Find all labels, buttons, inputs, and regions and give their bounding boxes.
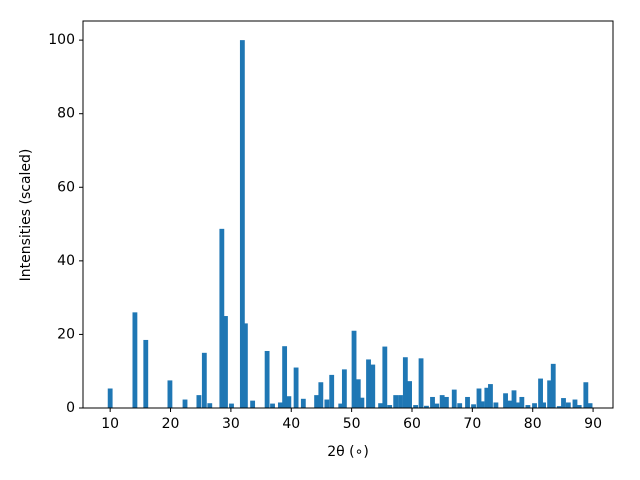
y-tick-label: 100 <box>48 32 75 48</box>
x-tick-label: 10 <box>101 416 119 432</box>
x-tick-label: 50 <box>343 416 361 432</box>
bar <box>565 402 571 408</box>
bar <box>519 396 525 408</box>
bar <box>532 403 537 408</box>
bar <box>229 403 234 408</box>
bar <box>132 312 138 408</box>
bar <box>479 401 485 408</box>
bar <box>439 395 445 408</box>
bar <box>250 400 256 408</box>
x-tick-label: 70 <box>463 416 481 432</box>
bar <box>355 379 361 408</box>
y-tick-label: 40 <box>57 253 75 269</box>
bar <box>443 396 449 408</box>
bar <box>351 330 357 408</box>
bar <box>107 388 113 408</box>
bar <box>370 364 376 408</box>
bar <box>196 395 202 408</box>
x-tick-label: 80 <box>524 416 542 432</box>
x-tick-label: 30 <box>222 416 240 432</box>
x-tick-label: 40 <box>282 416 300 432</box>
bar <box>329 374 335 408</box>
bar <box>538 378 543 408</box>
bar <box>488 384 493 408</box>
bar <box>293 367 299 408</box>
bar <box>547 380 553 408</box>
bar <box>219 228 225 408</box>
bar <box>576 405 582 408</box>
bar <box>167 380 173 408</box>
bar <box>378 403 384 408</box>
bar <box>493 402 499 408</box>
bar <box>424 405 429 408</box>
bar <box>393 395 399 408</box>
bar <box>465 396 470 408</box>
bar <box>398 395 403 408</box>
bar <box>201 352 207 408</box>
bar <box>223 316 228 408</box>
bar <box>282 346 288 408</box>
bar <box>556 406 562 408</box>
bar <box>239 40 245 409</box>
bar <box>515 402 521 408</box>
bar <box>476 388 482 408</box>
bar <box>341 369 347 408</box>
bar <box>407 381 412 408</box>
bar <box>561 398 566 408</box>
bar <box>413 405 419 408</box>
x-tick-label: 20 <box>162 416 180 432</box>
bar <box>583 382 589 408</box>
y-tick-label: 80 <box>57 106 75 122</box>
bar <box>418 358 424 408</box>
bar <box>525 405 531 408</box>
bar <box>270 403 275 408</box>
bar <box>511 390 517 408</box>
bar <box>471 404 476 408</box>
bar <box>286 396 292 408</box>
bar <box>541 402 546 408</box>
x-tick-label: 90 <box>584 416 602 432</box>
y-tick-label: 20 <box>57 326 75 342</box>
y-tick-label: 60 <box>57 179 75 195</box>
x-tick-label: 60 <box>403 416 421 432</box>
bar <box>430 396 435 408</box>
bar <box>387 405 393 408</box>
bar <box>324 399 330 408</box>
bar <box>207 403 213 408</box>
bar <box>242 323 248 408</box>
x-axis-label: 2θ (∘) <box>327 444 369 460</box>
bar <box>434 403 440 408</box>
bar <box>457 403 463 408</box>
bar <box>402 357 408 408</box>
bar <box>318 382 324 408</box>
y-tick-label: 0 <box>66 400 75 416</box>
y-axis-label: Intensities (scaled) <box>18 149 34 282</box>
bar <box>277 402 283 408</box>
bar <box>572 399 578 408</box>
bar <box>451 389 457 408</box>
bar <box>338 403 344 408</box>
bar <box>143 339 149 408</box>
bar <box>382 346 388 408</box>
bar <box>503 393 508 408</box>
bar <box>507 400 513 408</box>
bar <box>484 387 490 408</box>
bar <box>359 397 365 408</box>
bar <box>300 398 306 408</box>
bar <box>182 399 188 408</box>
bar <box>366 359 371 408</box>
bar <box>550 363 556 408</box>
axes-frame <box>82 20 614 409</box>
bar <box>264 350 270 408</box>
bar <box>587 403 593 408</box>
bar <box>314 395 320 408</box>
